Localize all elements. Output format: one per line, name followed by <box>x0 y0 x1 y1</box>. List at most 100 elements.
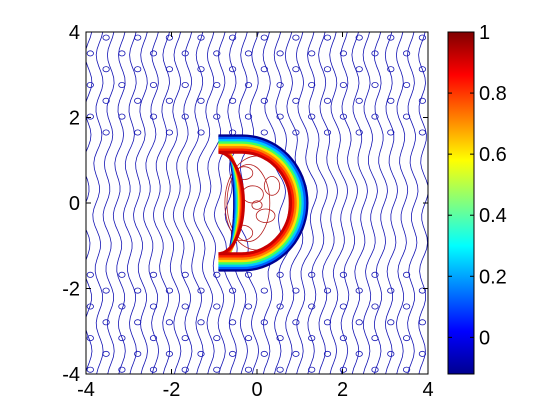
contour-loop <box>165 287 173 294</box>
contour-loop <box>371 82 379 89</box>
contour-loop <box>213 366 221 373</box>
contour-loop <box>402 366 411 373</box>
contour-loop <box>118 50 126 57</box>
contour-loop <box>244 303 253 310</box>
contour-loop <box>86 50 94 57</box>
contour-loop <box>323 287 332 294</box>
contour-loop <box>229 319 237 326</box>
contour-loop <box>149 271 158 278</box>
contour-loop <box>260 97 268 104</box>
interior-contour <box>263 176 281 196</box>
contour-loop <box>213 335 221 342</box>
colorbar-ticks: 1 0.8 0.6 0.4 0.2 0 <box>448 22 507 349</box>
background-contour-line <box>224 32 248 374</box>
contour-loop <box>134 350 142 357</box>
contour-loop <box>260 129 268 136</box>
contour-loop <box>244 335 253 342</box>
contour-loop <box>371 113 379 120</box>
contour-loop <box>118 366 126 373</box>
contour-loop <box>197 129 205 136</box>
contour-loop <box>260 350 268 357</box>
contour-loop <box>402 303 411 310</box>
contour-loop <box>418 287 426 294</box>
contour-loop <box>102 319 110 326</box>
contour-loop <box>134 97 142 104</box>
contour-loop <box>229 66 237 73</box>
contour-loop <box>181 113 189 120</box>
contour-loop <box>292 287 300 294</box>
contour-loop <box>308 82 316 89</box>
contour-loop <box>181 366 189 373</box>
contour-loop <box>134 319 142 326</box>
x-axis: -4 -2 0 2 4 <box>77 32 434 401</box>
contour-loop <box>308 335 316 342</box>
y-tick-label: -2 <box>62 279 80 301</box>
contour-loop <box>134 34 142 41</box>
contour-loop <box>181 50 189 57</box>
y-tick-label: 2 <box>69 108 80 130</box>
interior-contour <box>226 164 271 242</box>
contour-loop <box>260 319 268 326</box>
contour-loop <box>387 129 395 136</box>
contour-loop <box>244 82 253 89</box>
contour-loop <box>213 271 221 278</box>
contour-loop <box>118 82 126 89</box>
contour-loop <box>323 129 332 136</box>
contour-loop <box>149 82 158 89</box>
background-contour-line <box>329 32 349 374</box>
background-contour-line <box>142 32 160 374</box>
contour-loop <box>276 50 284 57</box>
contour-loop <box>371 366 379 373</box>
y-tick-label: 0 <box>69 193 80 215</box>
background-contour-line <box>351 32 368 374</box>
contour-loop <box>387 350 395 357</box>
contour-loop <box>86 113 94 120</box>
crescent-boundary-band <box>218 134 309 272</box>
contour-loop <box>308 50 316 57</box>
background-contour-line <box>430 32 439 374</box>
contour-loop <box>181 335 189 342</box>
background-contour-line <box>295 32 318 374</box>
contour-loop <box>355 350 363 357</box>
contour-loop <box>371 271 379 278</box>
contour-loop <box>276 271 284 278</box>
contour-loop <box>402 335 411 342</box>
contour-loop <box>418 129 426 136</box>
contour-loop <box>308 271 316 278</box>
contour-loop <box>276 113 284 120</box>
contour-loop <box>149 335 158 342</box>
background-contour-line <box>318 32 339 374</box>
contour-loop <box>292 66 300 73</box>
colorbar-tick-label: 0.4 <box>479 205 507 227</box>
contour-loop <box>371 50 379 57</box>
contour-loop <box>197 350 205 357</box>
contour-loop <box>339 303 347 310</box>
x-tick-label: 2 <box>337 379 348 401</box>
contour-loop <box>323 97 332 104</box>
contour-loop <box>418 350 426 357</box>
contour-loop <box>276 335 284 342</box>
background-contour-loops <box>86 34 426 373</box>
contour-loop <box>244 366 253 373</box>
contour-loop <box>339 271 347 278</box>
contour-loop <box>355 34 363 41</box>
plot-background <box>86 32 428 374</box>
background-contour-line <box>102 32 115 374</box>
contour-loop <box>308 366 316 373</box>
contour-loop <box>165 34 173 41</box>
background-contour-line <box>262 32 287 374</box>
contour-loop <box>387 287 395 294</box>
contour-loop <box>387 66 395 73</box>
contour-loop <box>402 113 411 120</box>
contour-loop <box>149 366 158 373</box>
contour-loop <box>102 350 110 357</box>
background-contour-line <box>307 32 328 374</box>
colorbar-tick-label: 0 <box>479 327 490 349</box>
background-contour-line <box>395 32 409 374</box>
contour-loop <box>102 34 110 41</box>
contour-loop <box>292 350 300 357</box>
contour-loop <box>339 82 347 89</box>
background-contour-line <box>172 32 193 374</box>
contour-loop <box>165 319 173 326</box>
contour-loop <box>197 34 205 41</box>
